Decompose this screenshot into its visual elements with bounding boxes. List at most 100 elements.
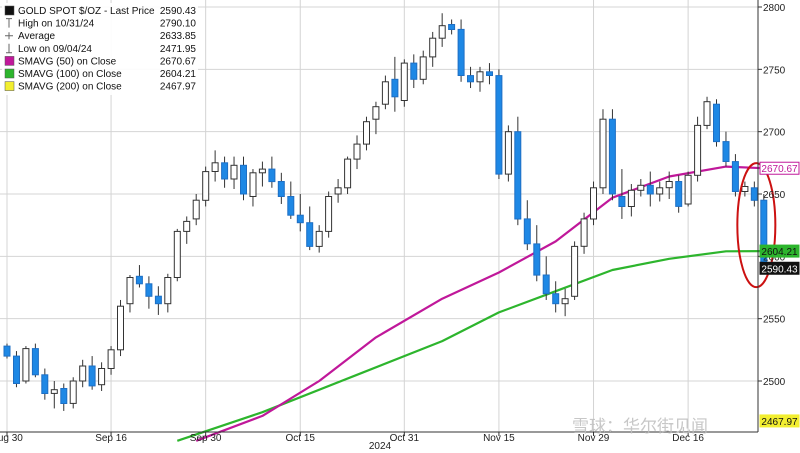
legend-value: 2790.10 [160, 19, 197, 30]
x-tick-label: Dec 16 [672, 433, 704, 444]
candle-body-down [13, 355, 20, 385]
candle-body-up [202, 171, 210, 201]
year-label: 2024 [369, 441, 392, 452]
candle-body-up [429, 37, 437, 58]
candle [41, 368, 49, 400]
tag-last: 2590.43 [759, 261, 800, 275]
candle-body-down [306, 222, 314, 247]
candle-body-down [221, 162, 229, 180]
candle-body-up [173, 230, 181, 278]
candle [135, 265, 143, 288]
candle [713, 99, 720, 147]
low-marker-icon [6, 43, 12, 54]
candle [79, 359, 87, 388]
candle [88, 356, 96, 390]
candle [580, 212, 588, 254]
candle [457, 19, 465, 82]
candle-body-down [608, 118, 616, 195]
average-marker-icon [5, 32, 13, 40]
candle [599, 109, 607, 194]
candle-body-up [98, 368, 106, 386]
candle-body-down [731, 161, 739, 193]
candle-body-up [79, 365, 87, 382]
candle-body-up [580, 218, 588, 247]
candle-body-down [486, 71, 493, 77]
tag-sma50: 2670.67 [759, 161, 800, 175]
value-tag-box [759, 244, 800, 258]
candlesticks [3, 13, 768, 411]
candle [258, 161, 266, 187]
candle [571, 241, 579, 300]
candle [722, 131, 730, 167]
legend-swatch [4, 56, 15, 66]
legend-label: Low on 09/04/24 [18, 44, 92, 55]
candle [164, 273, 172, 313]
candle [675, 175, 683, 213]
candle-body-up [561, 298, 569, 305]
legend-label: SMAVG (200) on Close [18, 82, 122, 93]
y-tick-label: 2500 [763, 377, 786, 388]
candle [391, 56, 399, 112]
legend-swatch [4, 5, 15, 16]
candle [552, 281, 560, 313]
candle-body-down [618, 196, 626, 207]
legend-entry-low: Low on 09/04/24 2471.95 [6, 44, 196, 55]
candle-body-up [703, 101, 711, 126]
candle-body-up [117, 305, 124, 351]
candle-body-down [552, 293, 560, 305]
candle [50, 381, 58, 409]
candle [183, 216, 191, 244]
candle [608, 109, 616, 201]
value-tag-text: 2604.21 [761, 247, 798, 258]
candle [69, 377, 77, 409]
y-tick-label: 2650 [763, 190, 786, 201]
candle [533, 225, 541, 282]
candle-body-up [334, 187, 342, 195]
candle [618, 169, 626, 219]
candle-body-up [419, 56, 427, 80]
candle-body-down [523, 218, 531, 245]
candle-body-up [599, 118, 607, 189]
candle [486, 63, 493, 85]
candle [98, 362, 106, 391]
candle [221, 156, 229, 188]
x-tick-label: Nov 29 [578, 433, 610, 444]
candle-body-up [258, 168, 266, 174]
candle-body-up [230, 164, 238, 180]
value-tag-box [759, 261, 800, 275]
candle [117, 299, 124, 357]
candle-body-down [135, 275, 143, 285]
candle-body-up [192, 199, 200, 220]
candle-body-up [741, 186, 749, 192]
candle-body-down [514, 131, 522, 220]
legend-swatch [4, 68, 15, 79]
legend-value: 2471.95 [160, 44, 197, 55]
candle-body-down [646, 184, 654, 195]
candle-body-down [495, 75, 503, 175]
candle [192, 194, 200, 226]
legend-label: Average [18, 31, 56, 42]
candle [400, 59, 408, 107]
candle [154, 286, 162, 315]
y-tick-label: 2600 [763, 252, 786, 263]
candle [211, 150, 219, 182]
candle-body-down [722, 141, 730, 163]
tag-sma200: 2467.97 [759, 414, 800, 428]
legend-entry-high: High on 10/31/24 2790.10 [6, 18, 197, 30]
candle [542, 256, 550, 300]
legend-label: SMAVG (50) on Close [18, 56, 117, 67]
highlight-annotation [736, 162, 777, 289]
x-tick-label: Sep 30 [190, 433, 222, 444]
legend-entry-sma200: SMAVG (200) on Close 2467.97 [4, 81, 196, 93]
y-tick-label: 2700 [763, 128, 786, 139]
axes [0, 0, 759, 433]
legend-label: GOLD SPOT $/OZ - Last Price [18, 6, 155, 17]
candle-body-down [60, 388, 68, 404]
right-axis-value-tags: 2670.67 2604.21 2590.43 2467.97 [759, 161, 800, 428]
candle [277, 172, 285, 204]
candle-body-up [50, 389, 58, 394]
candle [731, 154, 739, 197]
candle-body-down [467, 75, 474, 83]
candle-body-down [3, 345, 11, 357]
